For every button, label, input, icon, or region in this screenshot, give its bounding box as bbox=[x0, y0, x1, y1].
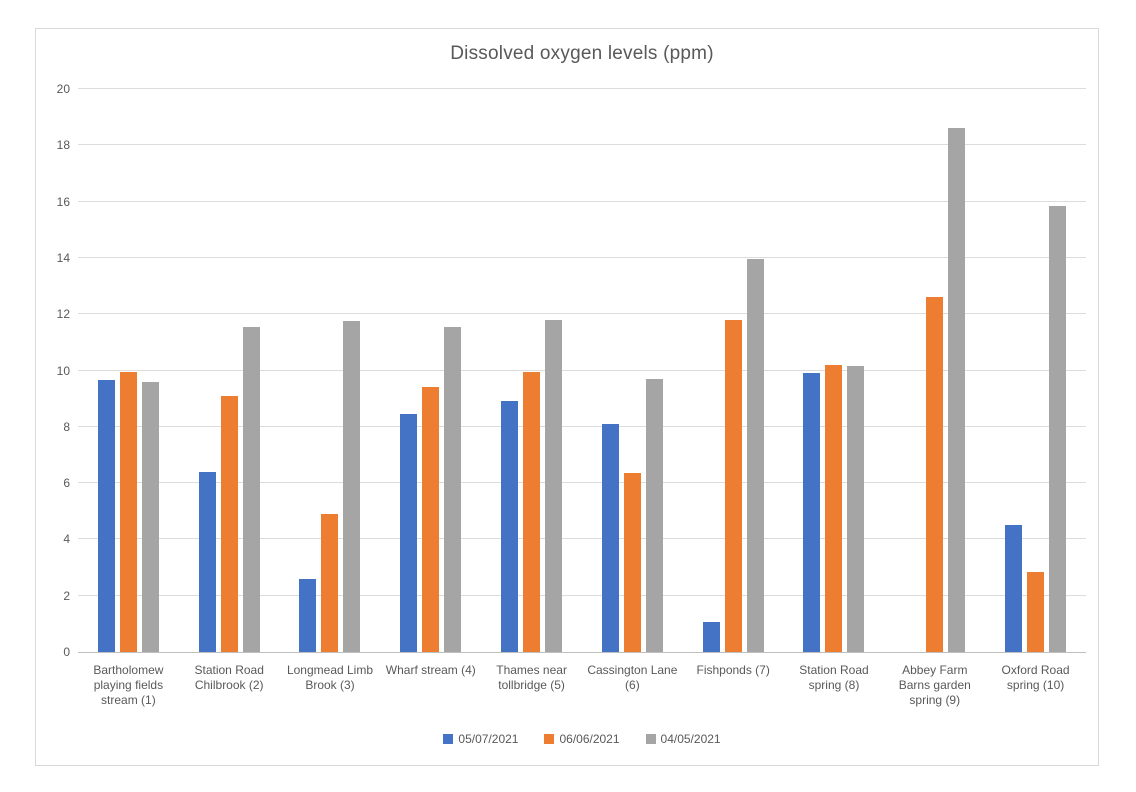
y-tick-label: 2 bbox=[63, 588, 70, 603]
y-tick-label: 4 bbox=[63, 532, 70, 547]
category-label: Bartholomew playing fields stream (1) bbox=[93, 663, 164, 707]
bar bbox=[422, 387, 440, 652]
chart-title: Dissolved oxygen levels (ppm) bbox=[450, 43, 714, 64]
category-label: Fishponds (7) bbox=[696, 663, 770, 677]
category-label: Cassington Lane (6) bbox=[587, 663, 678, 692]
bar bbox=[948, 128, 966, 652]
bar-group bbox=[683, 89, 784, 652]
bar bbox=[847, 366, 865, 652]
gridline bbox=[78, 425, 1086, 427]
bar-group bbox=[380, 89, 481, 652]
legend-swatch bbox=[544, 734, 555, 744]
bar bbox=[724, 319, 742, 652]
y-tick-label: 14 bbox=[56, 250, 70, 265]
bar-group bbox=[280, 89, 381, 652]
bar bbox=[444, 326, 462, 652]
bar bbox=[545, 319, 563, 652]
bar-group bbox=[884, 89, 985, 652]
bar bbox=[220, 395, 238, 652]
bar bbox=[746, 259, 764, 652]
bar bbox=[523, 371, 541, 652]
bar bbox=[623, 473, 641, 652]
bar bbox=[97, 380, 115, 652]
bar-group bbox=[582, 89, 683, 652]
bar bbox=[198, 471, 216, 652]
bar bbox=[343, 321, 361, 652]
bar bbox=[501, 401, 519, 652]
bar bbox=[299, 578, 317, 652]
legend-item: 06/06/2021 bbox=[544, 732, 620, 746]
legend-label: 05/07/2021 bbox=[458, 732, 519, 746]
bar bbox=[321, 514, 339, 652]
category-label: Wharf stream (4) bbox=[385, 663, 476, 677]
legend-item: 04/05/2021 bbox=[645, 732, 721, 746]
x-axis-category-labels: Bartholomew playing fields stream (1) Sta… bbox=[78, 663, 1086, 708]
y-tick-label: 20 bbox=[56, 82, 70, 96]
bar bbox=[119, 371, 137, 652]
bar bbox=[141, 381, 159, 652]
legend-label: 04/05/2021 bbox=[660, 732, 721, 746]
legend: 05/07/2021 06/06/2021 04/05/2021 bbox=[78, 732, 1086, 746]
bar-group bbox=[179, 89, 280, 652]
bar bbox=[803, 373, 821, 652]
bar bbox=[601, 424, 619, 652]
y-axis: 0 2 4 6 8 10 12 14 16 18 20 bbox=[44, 83, 70, 658]
y-tick-label: 16 bbox=[56, 194, 70, 209]
category-label: Station Road spring (8) bbox=[799, 663, 869, 692]
legend-swatch bbox=[443, 734, 454, 744]
category-label: Oxford Road spring (10) bbox=[1001, 663, 1070, 692]
y-tick-label: 12 bbox=[56, 307, 70, 322]
category-label: Longmead Limb Brook (3) bbox=[286, 663, 374, 692]
category-label: Station Road Chilbrook (2) bbox=[194, 663, 264, 692]
y-tick-label: 0 bbox=[63, 645, 70, 659]
chart-frame: Dissolved oxygen levels (ppm) 0 2 4 6 8 10 12 1… bbox=[35, 28, 1099, 766]
category-label: Abbey Farm Barns garden spring (9) bbox=[898, 663, 971, 707]
bar bbox=[1049, 205, 1067, 652]
legend-item: 05/07/2021 bbox=[443, 732, 518, 746]
gridline bbox=[78, 594, 1086, 596]
gridline bbox=[78, 256, 1086, 258]
gridline bbox=[78, 144, 1086, 146]
bar bbox=[242, 326, 260, 652]
y-tick-label: 6 bbox=[63, 476, 70, 491]
bar bbox=[1027, 571, 1045, 652]
bar-group bbox=[985, 89, 1086, 652]
gridline bbox=[78, 538, 1086, 540]
bar-group bbox=[784, 89, 885, 652]
category-label: Thames near tollbridge (5) bbox=[496, 663, 567, 692]
y-tick-label: 18 bbox=[56, 138, 70, 153]
bar-group bbox=[78, 89, 179, 652]
bar bbox=[1005, 525, 1023, 652]
gridline bbox=[78, 200, 1086, 202]
gridline bbox=[78, 313, 1086, 315]
gridline bbox=[78, 482, 1086, 484]
plot-area bbox=[78, 88, 1086, 653]
legend-swatch bbox=[645, 734, 656, 744]
legend-label: 06/06/2021 bbox=[559, 732, 620, 746]
bar-group bbox=[481, 89, 582, 652]
bar bbox=[926, 297, 944, 652]
y-tick-label: 8 bbox=[63, 419, 70, 434]
bar bbox=[702, 622, 720, 652]
bar bbox=[825, 364, 843, 652]
gridline bbox=[78, 88, 1086, 89]
bar bbox=[645, 378, 663, 652]
bar bbox=[400, 414, 418, 652]
y-tick-label: 10 bbox=[56, 363, 70, 378]
gridline bbox=[78, 369, 1086, 371]
